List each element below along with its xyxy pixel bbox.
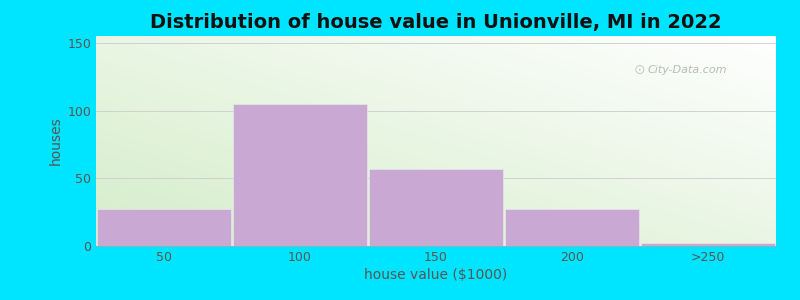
Bar [369, 169, 503, 246]
Text: ⊙: ⊙ [634, 63, 646, 76]
X-axis label: house value ($1000): house value ($1000) [364, 268, 508, 282]
Y-axis label: houses: houses [49, 117, 63, 165]
Bar [505, 209, 639, 246]
Title: Distribution of house value in Unionville, MI in 2022: Distribution of house value in Unionvill… [150, 13, 722, 32]
Text: City-Data.com: City-Data.com [648, 64, 727, 75]
Bar [97, 209, 231, 246]
Bar [641, 243, 775, 246]
Bar [233, 104, 367, 246]
